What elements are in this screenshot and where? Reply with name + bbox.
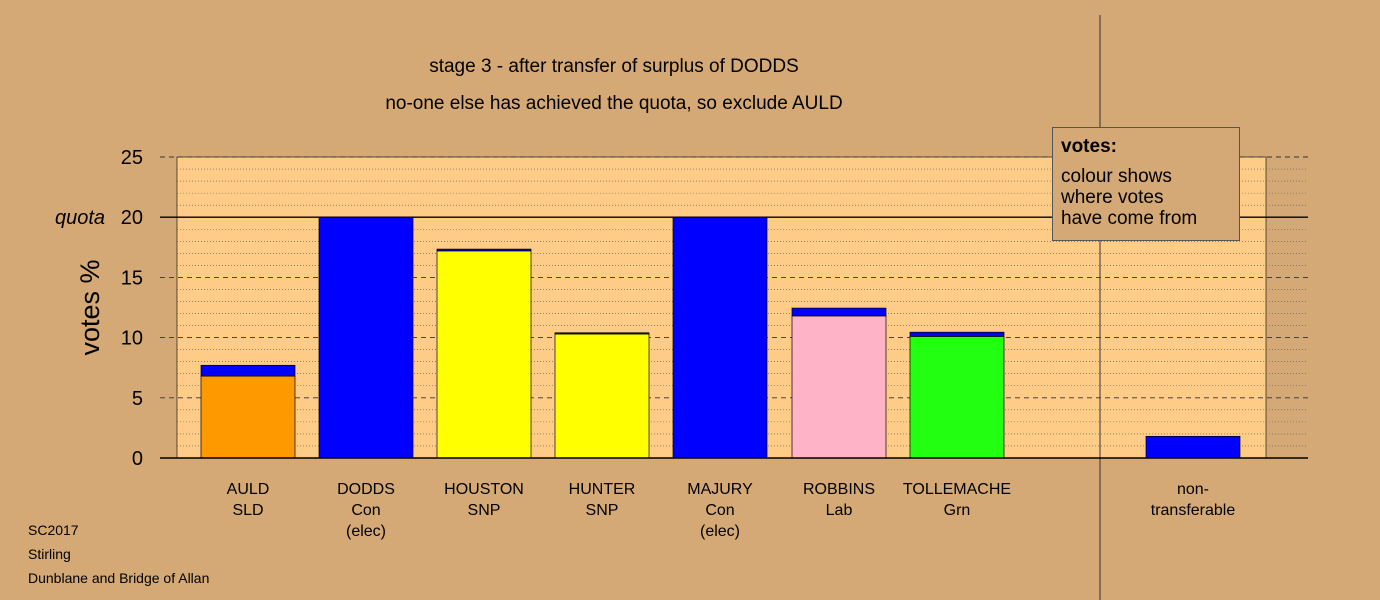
footer-election: SC2017 bbox=[28, 522, 79, 538]
quota-label: quota bbox=[55, 207, 105, 229]
category-label: AULD bbox=[227, 481, 270, 498]
footer-ward: Dunblane and Bridge of Allan bbox=[28, 570, 210, 586]
y-tick-label: 20 bbox=[121, 207, 143, 229]
y-axis-label: votes % bbox=[75, 259, 105, 355]
category-label: HOUSTON bbox=[444, 481, 524, 498]
category-label: SNP bbox=[468, 502, 501, 519]
category-label: Grn bbox=[944, 502, 971, 519]
bar-transfer-3 bbox=[554, 332, 650, 335]
bar-transfer-4 bbox=[672, 216, 768, 459]
bar-own-0 bbox=[200, 375, 296, 459]
category-label: Con bbox=[705, 502, 734, 519]
legend-line-3: have come from bbox=[1061, 208, 1198, 229]
bar-transfer-6 bbox=[909, 331, 1005, 337]
category-label: Lab bbox=[826, 502, 853, 519]
category-label: (elec) bbox=[700, 523, 740, 540]
bar-transfer-1 bbox=[318, 216, 414, 459]
category-label: DODDS bbox=[337, 481, 395, 498]
legend-line-2: where votes bbox=[1061, 187, 1164, 208]
category-label: MAJURY bbox=[687, 481, 753, 498]
category-label: Con bbox=[351, 502, 380, 519]
category-label: (elec) bbox=[346, 523, 386, 540]
category-label: non- bbox=[1177, 481, 1209, 498]
legend-box: votes: colour shows where votes have com… bbox=[1052, 127, 1240, 241]
category-label: SNP bbox=[586, 502, 619, 519]
bar-transfer-2 bbox=[436, 248, 532, 252]
category-label: transferable bbox=[1151, 502, 1236, 519]
y-tick-label: 0 bbox=[132, 448, 143, 470]
bar-transfer-0 bbox=[200, 364, 296, 377]
y-tick-label: 15 bbox=[121, 267, 143, 289]
bar-own-6 bbox=[909, 336, 1005, 459]
chart-subtitle: no-one else has achieved the quota, so e… bbox=[385, 93, 843, 114]
y-tick-label: 10 bbox=[121, 328, 143, 350]
bar-own-2 bbox=[436, 250, 532, 459]
bar-own-3 bbox=[554, 333, 650, 459]
chart-title: stage 3 - after transfer of surplus of D… bbox=[429, 56, 799, 77]
category-label: HUNTER bbox=[569, 481, 636, 498]
legend-heading: votes: bbox=[1061, 136, 1117, 157]
legend-line-1: colour shows bbox=[1061, 166, 1172, 187]
y-tick-label: 5 bbox=[132, 388, 143, 410]
footer-council: Stirling bbox=[28, 546, 71, 562]
y-tick-label: 25 bbox=[121, 147, 143, 169]
category-label: SLD bbox=[232, 502, 263, 519]
bar-own-5 bbox=[791, 315, 887, 459]
bar-transfer-7 bbox=[1145, 435, 1241, 459]
bar-transfer-5 bbox=[791, 307, 887, 317]
category-label: TOLLEMACHE bbox=[903, 481, 1011, 498]
category-label: ROBBINS bbox=[803, 481, 875, 498]
